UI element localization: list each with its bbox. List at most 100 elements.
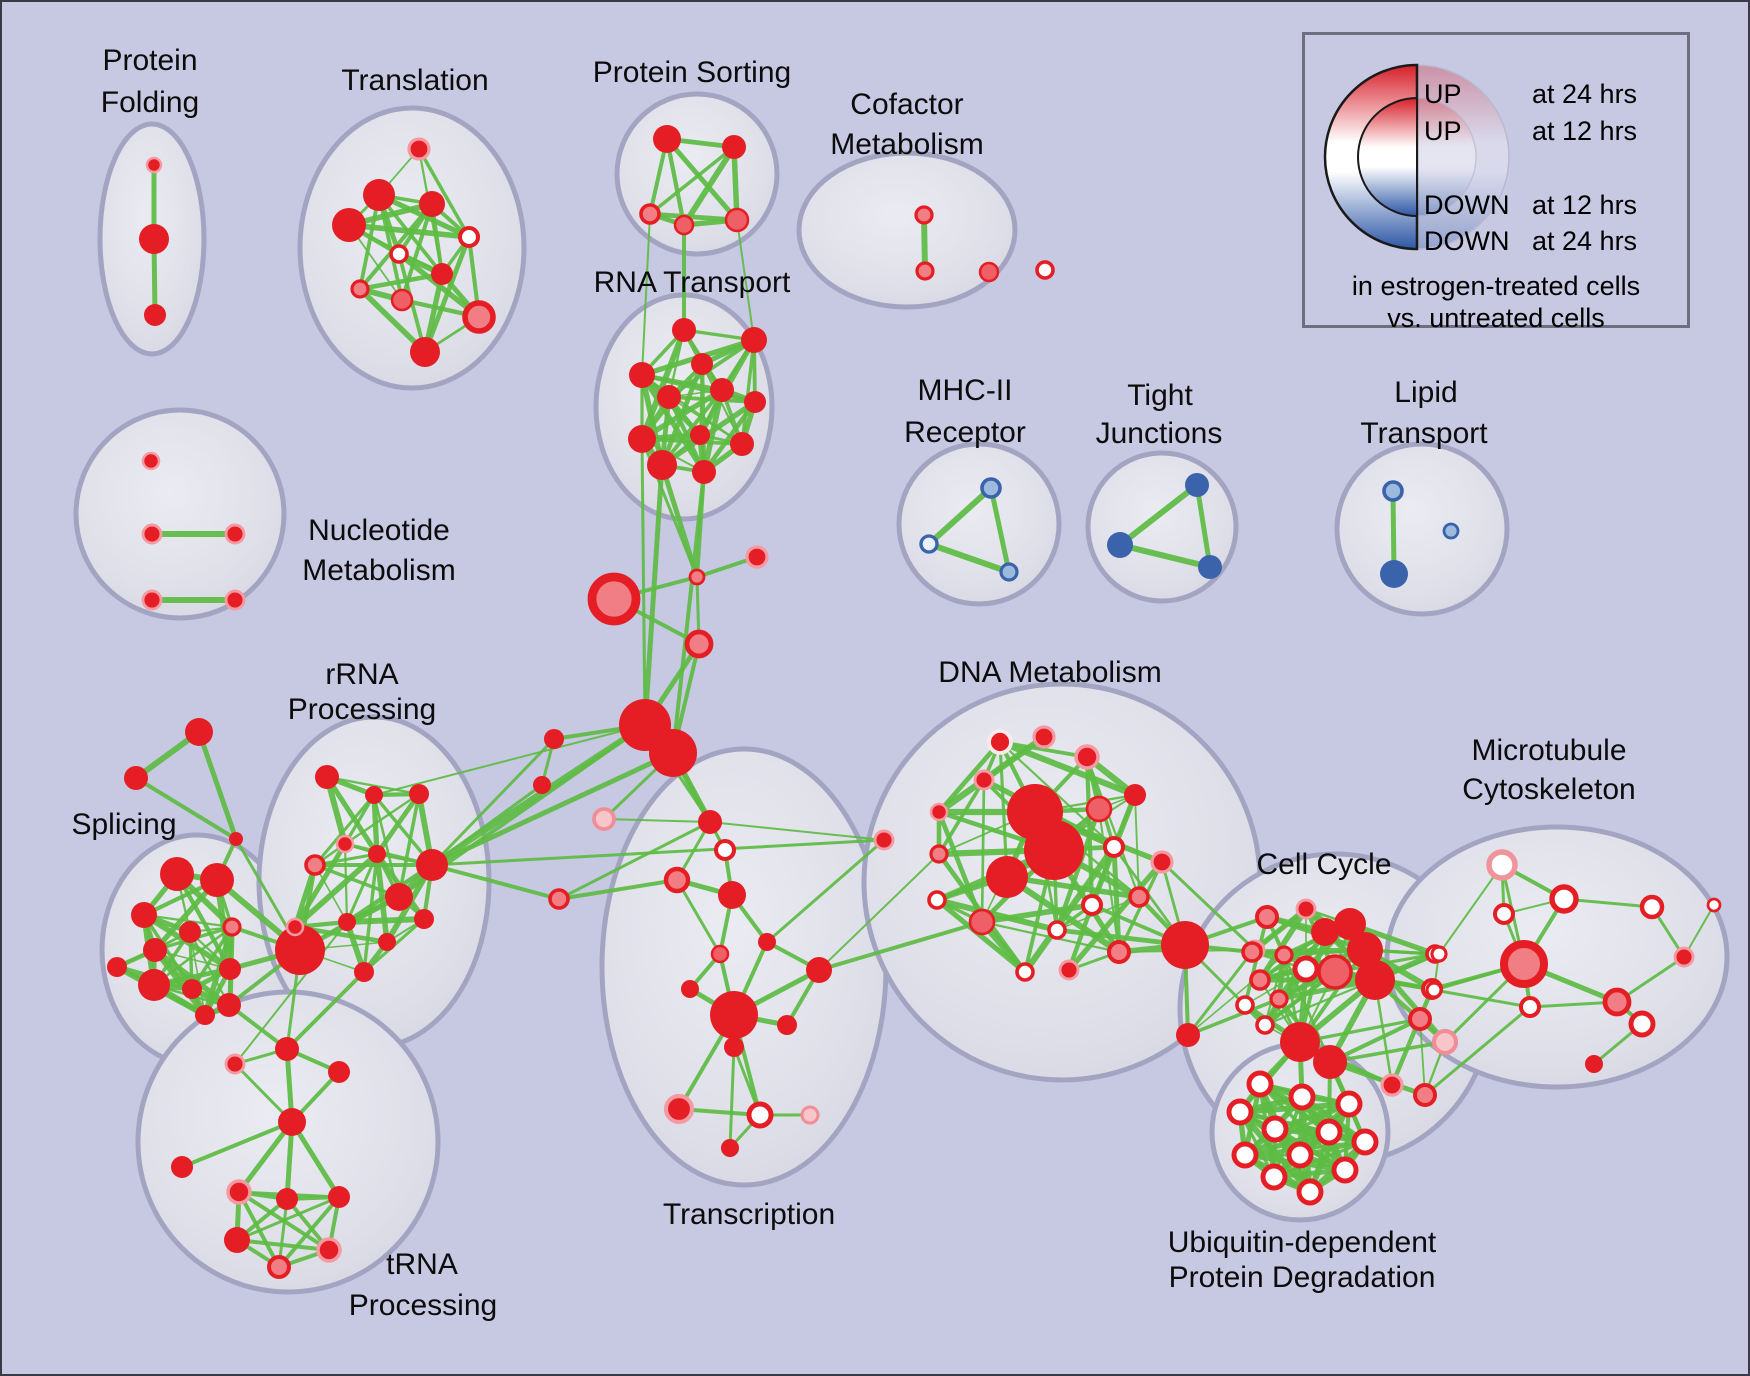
- cluster-label-trna-processing: Processing: [349, 1289, 497, 1322]
- node-wc: [927, 890, 947, 910]
- edge: [1419, 1018, 1426, 1096]
- node-wc: [1260, 1163, 1288, 1191]
- node-dp: [968, 908, 996, 936]
- edge: [277, 1195, 341, 1269]
- edge: [648, 145, 736, 216]
- node-r: [354, 962, 374, 982]
- edge: [236, 1119, 295, 1195]
- node-r: [131, 902, 157, 928]
- cluster-tight-junctions: [1085, 450, 1239, 604]
- node-pc: [1274, 945, 1294, 965]
- edge: [1194, 482, 1213, 570]
- edge: [1117, 482, 1200, 548]
- node-r: [160, 857, 194, 891]
- cluster-label-splicing: Splicing: [71, 808, 176, 841]
- edge: [1438, 864, 1503, 955]
- edge: [430, 838, 886, 867]
- cluster-label-nucleotide-metabolism: Metabolism: [302, 554, 455, 587]
- edge: [1423, 1005, 1532, 1097]
- node-wc: [457, 225, 481, 249]
- node-pr: [929, 802, 949, 822]
- node-pr: [141, 451, 161, 471]
- edge: [142, 913, 234, 929]
- node-dp: [673, 214, 695, 236]
- edge: [765, 838, 886, 944]
- cluster-label-microtubule-cytoskeleton: Cytoskeleton: [1462, 773, 1635, 806]
- node-pc: [663, 866, 691, 894]
- node-r: [229, 832, 243, 846]
- node-b: [1380, 560, 1408, 588]
- node-r: [368, 845, 386, 863]
- node-wc: [1351, 1128, 1379, 1156]
- node-r: [1313, 1045, 1347, 1079]
- node-r: [1585, 1055, 1603, 1073]
- node-r: [657, 385, 681, 409]
- node-pr: [1058, 959, 1080, 981]
- node-pr: [1150, 850, 1174, 874]
- node-r: [275, 1037, 299, 1061]
- cluster-transcription: [599, 746, 889, 1188]
- node-wc: [1246, 1070, 1274, 1098]
- cluster-label-transcription: Transcription: [663, 1198, 835, 1231]
- node-r: [1280, 1022, 1320, 1062]
- cluster-nucleotide-metabolism: [73, 407, 287, 621]
- cluster-label-mhc-ii-receptor: MHC-II: [918, 374, 1013, 407]
- node-wc: [1549, 884, 1579, 914]
- node-b: [1107, 532, 1133, 558]
- edge: [988, 485, 1012, 575]
- edge: [1298, 1017, 1422, 1044]
- node-wp: [1486, 849, 1518, 881]
- edge: [313, 793, 376, 867]
- node-pr: [1074, 744, 1100, 770]
- edge: [357, 271, 445, 292]
- node-r: [1334, 908, 1366, 940]
- node-r: [139, 224, 169, 254]
- edge: [234, 921, 348, 1065]
- edge: [343, 793, 376, 846]
- node-wc: [1288, 1083, 1316, 1111]
- node-pr: [141, 523, 163, 545]
- node-pc: [548, 888, 570, 910]
- node-r: [419, 191, 445, 217]
- node-pr: [224, 1053, 246, 1075]
- node-r: [698, 810, 722, 834]
- node-lp: [800, 1105, 820, 1125]
- node-pc: [688, 568, 706, 586]
- node-wc: [1261, 1115, 1289, 1143]
- edge: [926, 541, 1012, 575]
- edge: [641, 213, 651, 376]
- cluster-label-protein-sorting: Protein Sorting: [593, 56, 791, 89]
- node-pc: [1128, 886, 1150, 908]
- node-lp: [1431, 1028, 1459, 1056]
- cluster-label-tight-junctions: Tight: [1127, 379, 1193, 412]
- node-wc: [1235, 995, 1255, 1015]
- node-pr: [316, 1237, 342, 1263]
- node-r: [409, 784, 429, 804]
- legend-inner-circle-faded-half: [1416, 97, 1477, 217]
- edge: [639, 387, 725, 442]
- node-pr: [407, 137, 431, 161]
- node-r: [185, 718, 213, 746]
- edge: [1186, 997, 1281, 1037]
- node-wc: [1226, 1098, 1254, 1126]
- node-b: [1198, 555, 1222, 579]
- node-wc: [1080, 893, 1104, 917]
- node-r: [672, 318, 696, 342]
- legend-direction: UP: [1424, 79, 1462, 109]
- edge: [1562, 897, 1654, 909]
- node-r: [315, 765, 339, 789]
- node-r: [416, 849, 448, 881]
- edge: [728, 1045, 736, 1150]
- node-r: [195, 1005, 215, 1025]
- node-r: [986, 856, 1028, 898]
- node-dp: [1085, 795, 1113, 823]
- legend-time: at 12 hrs: [1532, 116, 1638, 146]
- node-r: [378, 933, 396, 951]
- node-r: [365, 786, 383, 804]
- edge: [642, 462, 665, 728]
- node-pc: [929, 844, 949, 864]
- node-pc: [587, 572, 641, 626]
- edge: [926, 485, 994, 547]
- cluster-label-lipid-transport: Lipid: [1394, 376, 1457, 409]
- edge: [344, 916, 427, 925]
